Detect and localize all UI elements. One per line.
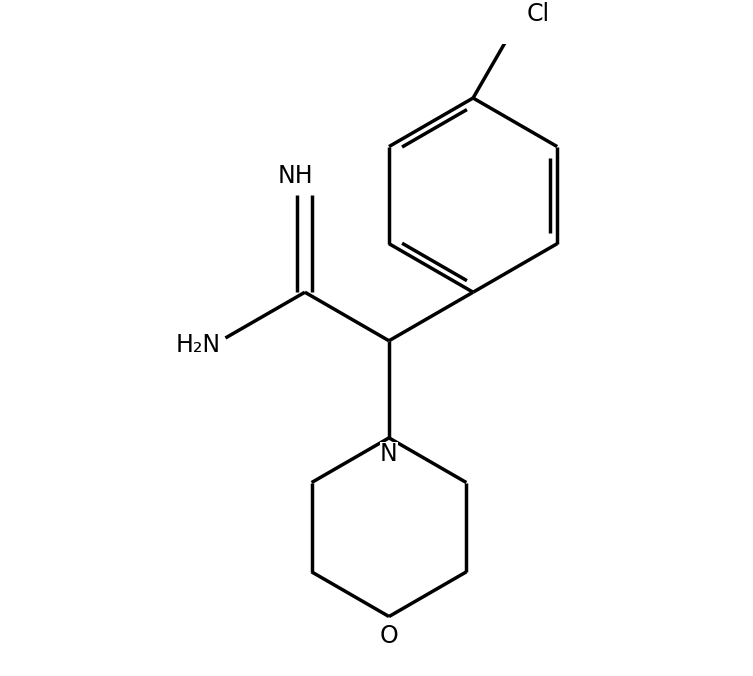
Text: O: O bbox=[380, 624, 398, 648]
Text: Cl: Cl bbox=[526, 2, 550, 26]
Text: H₂N: H₂N bbox=[175, 333, 221, 358]
Text: N: N bbox=[380, 443, 398, 466]
Text: N: N bbox=[380, 443, 398, 466]
Text: NH: NH bbox=[278, 164, 313, 188]
